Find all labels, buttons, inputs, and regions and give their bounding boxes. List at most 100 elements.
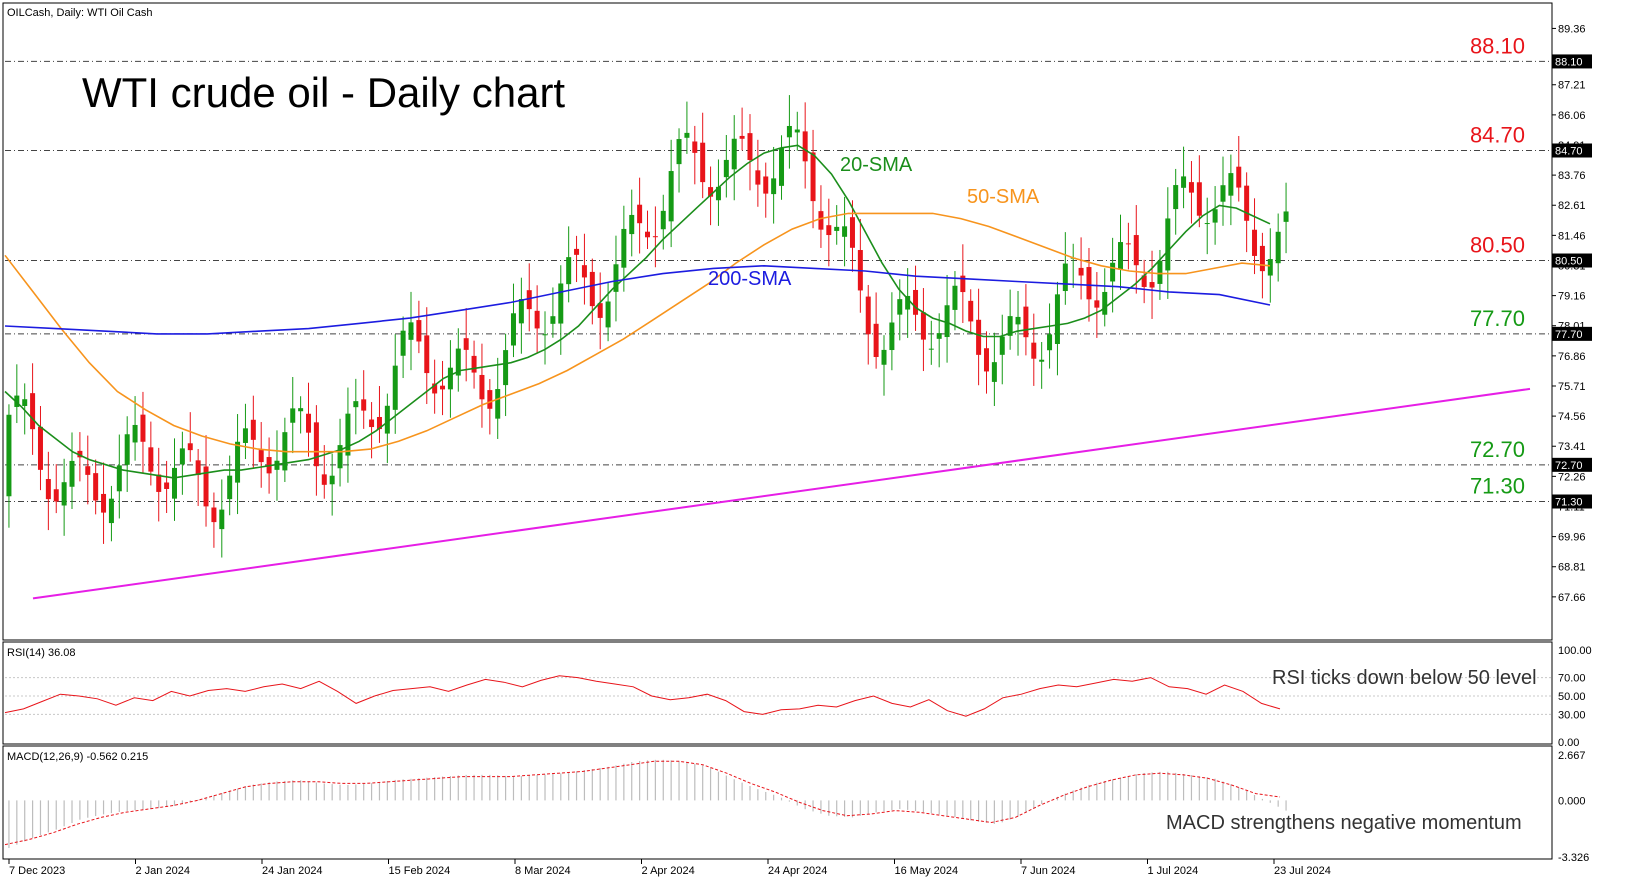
candle-body — [1062, 263, 1068, 292]
candle-body — [242, 428, 248, 443]
candle-body — [361, 399, 367, 411]
candle-body — [621, 228, 627, 268]
macd-tick-label: 0.000 — [1558, 795, 1586, 807]
candle-body — [495, 389, 501, 419]
macd-panel-header: MACD(12,26,9) -0.562 0.215 — [7, 751, 148, 763]
rsi-tick-label: 30.00 — [1558, 709, 1586, 721]
candle-body — [369, 419, 375, 428]
candle-body — [93, 473, 99, 501]
time-tick-label: 7 Dec 2023 — [9, 865, 65, 877]
level-price-tag — [1552, 457, 1592, 472]
candle-body — [881, 349, 887, 365]
price-panel-header: OILCash, Daily: WTI Oil Cash — [7, 7, 152, 19]
candle-body — [652, 236, 658, 238]
candle-body — [976, 319, 982, 355]
candle-body — [45, 479, 51, 500]
price-tick-label: 68.81 — [1558, 562, 1586, 574]
candle-body — [432, 383, 438, 394]
candle-body — [463, 338, 469, 350]
candle-body — [739, 135, 745, 139]
sma50-label: 50-SMA — [967, 186, 1040, 208]
candle-body — [1094, 300, 1100, 308]
time-tick-label: 23 Jul 2024 — [1274, 865, 1331, 877]
candle-body — [534, 310, 540, 329]
candle-body — [148, 447, 154, 472]
candle-body — [171, 467, 177, 499]
candle-body — [353, 401, 359, 408]
candle-body — [1212, 209, 1218, 223]
candle-body — [637, 204, 643, 224]
candle-body — [991, 362, 997, 382]
candle-body — [132, 424, 138, 443]
candle-body — [1181, 176, 1187, 188]
time-tick-label: 16 May 2024 — [895, 865, 959, 877]
candle-body — [1204, 223, 1210, 225]
candle-body — [101, 493, 107, 513]
candle-body — [834, 226, 840, 231]
candle-body — [1165, 218, 1171, 271]
candle-body — [1275, 231, 1281, 264]
rsi-indicator: 100.00 70.00 50.00 30.00 0.00 — [4, 645, 1592, 749]
price-tick-label: 69.96 — [1558, 532, 1586, 544]
candle-body — [936, 333, 942, 339]
candle-body — [337, 445, 343, 469]
level-label: 71.30 — [1470, 474, 1525, 499]
candle-body — [1031, 342, 1037, 359]
price-tick-label: 73.41 — [1558, 441, 1586, 453]
candle-body — [1259, 245, 1265, 272]
candle-body — [298, 408, 304, 412]
candle-body — [156, 474, 162, 492]
macd-panel-frame — [2, 745, 1553, 860]
candle-body — [708, 187, 714, 197]
candle-body — [1236, 166, 1242, 188]
candle-body — [1039, 359, 1045, 362]
candle-body — [755, 170, 761, 185]
candle-body — [771, 178, 777, 195]
candle-body — [447, 367, 453, 390]
candle-body — [503, 350, 509, 386]
candle-body — [116, 465, 122, 492]
trendline — [32, 387, 1531, 600]
candle-body — [566, 257, 572, 285]
level-price-tag-text: 71.30 — [1555, 497, 1583, 509]
rsi-panel-frame — [2, 641, 1553, 745]
candle-body — [1078, 267, 1084, 276]
candle-body — [392, 365, 398, 410]
price-tick-label: 82.61 — [1558, 200, 1586, 212]
candle-body — [605, 301, 611, 328]
candle-body — [731, 138, 737, 170]
price-tick-label: 81.46 — [1558, 230, 1586, 242]
moving-averages — [4, 144, 1531, 600]
candle-body — [376, 416, 382, 430]
candle-body — [526, 290, 532, 310]
level-price-tag-text: 72.70 — [1555, 460, 1583, 472]
candle-body — [818, 211, 824, 230]
candle-body — [479, 374, 485, 400]
candle-body — [668, 171, 674, 222]
candle-body — [952, 285, 958, 310]
time-tick-label: 8 Mar 2024 — [515, 865, 571, 877]
price-level-lines: 88.10 84.70 80.50 77.70 72.70 71.30 — [5, 33, 1552, 503]
level-price-tag — [1552, 54, 1592, 69]
time-tick-label: 15 Feb 2024 — [389, 865, 451, 877]
candle-body — [810, 152, 816, 202]
candle-body — [30, 393, 36, 430]
candle-body — [1244, 185, 1250, 221]
ma-line-50-sma — [4, 212, 1271, 453]
candle-body — [1173, 185, 1179, 210]
price-candles — [6, 95, 1289, 558]
candle-body — [913, 289, 919, 315]
candle-body — [905, 295, 911, 310]
candle-body — [53, 489, 59, 502]
candle-body — [108, 498, 114, 524]
time-tick-label: 2 Jan 2024 — [136, 865, 190, 877]
price-axis: 89.3687.2186.0684.9183.7682.6181.4680.31… — [1552, 23, 1592, 604]
candle-body — [290, 408, 296, 423]
candle-body — [235, 441, 241, 483]
time-tick-label: 7 Jun 2024 — [1021, 865, 1075, 877]
price-tick-label: 72.26 — [1558, 471, 1586, 483]
level-price-tag — [1552, 253, 1592, 268]
candle-body — [692, 141, 698, 153]
price-tick-label: 79.16 — [1558, 291, 1586, 303]
